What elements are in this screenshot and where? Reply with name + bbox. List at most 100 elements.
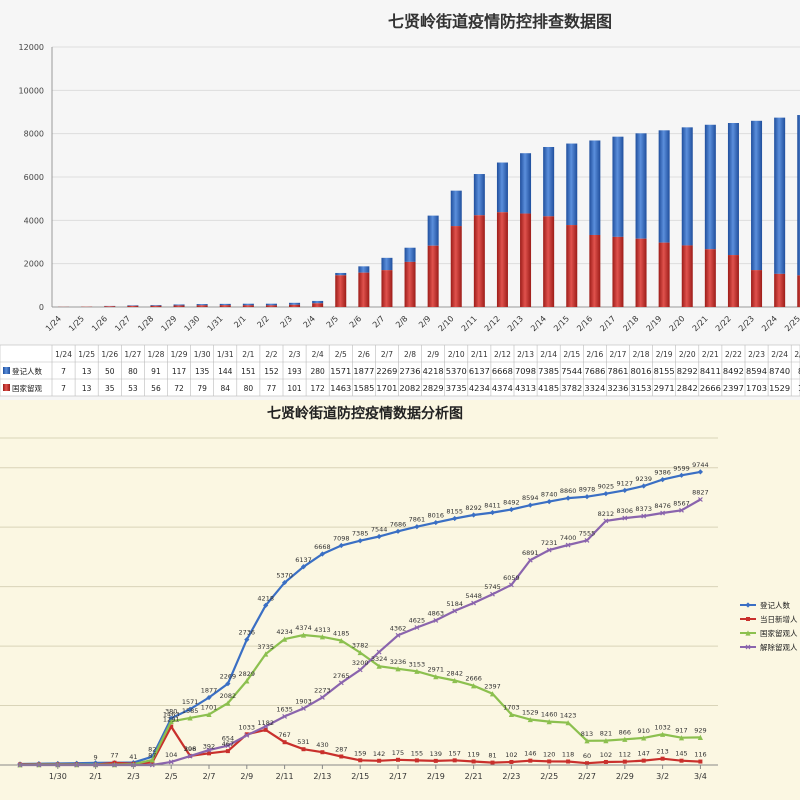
line-data-label: 5370 [276, 572, 293, 580]
legend-label: 登记人数 [760, 600, 790, 610]
data-table-value-cell: 84 [220, 384, 230, 393]
line-data-label: 5745 [484, 583, 501, 591]
line-data-label: 155 [411, 749, 423, 757]
line-data-label: 9025 [598, 483, 615, 491]
data-table-header-cell: 1/28 [148, 350, 165, 359]
line-data-label: 1032 [654, 723, 671, 731]
line-point [697, 497, 703, 502]
bar-quarantine [704, 249, 716, 307]
line-data-label: 6137 [295, 556, 312, 564]
line-data-label: 4234 [276, 628, 293, 636]
bar-registered [704, 124, 716, 250]
line-data-label: 118 [562, 750, 574, 758]
line-point [508, 582, 514, 588]
line-x-tick-label: 2/19 [427, 772, 445, 781]
line-data-label: 2666 [465, 675, 482, 683]
line-data-label: 2273 [314, 686, 331, 694]
line-point [471, 759, 476, 764]
line-data-label: 104 [165, 751, 177, 759]
line-point [527, 716, 533, 723]
line-data-label: 8476 [654, 502, 671, 510]
line-data-label: 8373 [635, 505, 652, 513]
data-table-value-cell: 77 [267, 384, 277, 393]
bar-registered [358, 266, 370, 273]
data-table-value-cell: 4234 [469, 384, 490, 393]
line-data-label: 8740 [541, 491, 558, 499]
data-table-value-cell: 1703 [746, 384, 767, 393]
line-point [301, 706, 306, 711]
line-x-tick-label: 2/7 [203, 772, 216, 781]
line-point [641, 735, 647, 741]
line-data-label: 8931 [711, 0, 728, 2]
data-table-header-cell: 2/15 [563, 350, 580, 359]
data-table-value-cell: 13 [82, 367, 92, 376]
line-point [746, 617, 750, 621]
line-point [622, 736, 628, 742]
line-data-label: 1460 [541, 711, 558, 719]
line-x-tick-label: 2/1 [89, 772, 102, 781]
data-table-value-cell: 4185 [538, 384, 559, 393]
line-data-label: 1703 [503, 703, 520, 711]
bar-registered [404, 247, 416, 262]
data-table-value-cell: 3782 [561, 384, 582, 393]
line-point [622, 759, 627, 764]
bar-quarantine [612, 236, 624, 307]
line-data-label: 813 [581, 730, 593, 738]
data-table-header-cell: 2/21 [702, 350, 719, 359]
line-data-label: 910 [637, 727, 649, 735]
bar-chart-title: 七贤岭街道疫情防控排查数据图 [388, 12, 612, 31]
line-data-label: 4185 [333, 630, 350, 638]
data-table-value-cell: 2736 [400, 367, 421, 376]
line-data-label: 6059 [503, 574, 520, 582]
line-data-label: 4625 [409, 617, 426, 625]
line-point [679, 758, 684, 763]
line-point [660, 477, 666, 483]
bar-registered [150, 305, 162, 306]
line-data-label: 142 [373, 750, 385, 758]
data-table-value-cell: 4374 [492, 384, 513, 393]
data-table-value-cell: 6668 [492, 367, 513, 376]
line-chart-data-labels: 8238015711877226927364218537061376668709… [94, 0, 728, 762]
data-table-header-cell: 2/11 [471, 350, 488, 359]
line-data-label: 82 [148, 746, 156, 754]
line-point [528, 758, 533, 763]
data-table-header-cell: 2/16 [586, 350, 603, 359]
line-data-label: 102 [600, 751, 612, 759]
line-point [452, 608, 458, 614]
line-point [187, 715, 193, 721]
bar-chart-bars [58, 115, 800, 307]
line-point [660, 510, 666, 516]
data-table-value-cell: 1529 [769, 384, 790, 393]
line-point [584, 738, 590, 744]
line-data-label: 213 [656, 748, 668, 756]
data-table-header-cell: 2/20 [679, 350, 696, 359]
line-point [168, 715, 174, 721]
bar-chart-panel: 七贤岭街道疫情防控排查数据图 0 2000 4000 6000 8000 10000 120… [0, 12, 800, 397]
line-data-label: 8155 [446, 508, 463, 516]
line-point [745, 630, 751, 636]
bar-quarantine [427, 245, 439, 307]
line-data-label: 145 [675, 750, 687, 758]
line-point [206, 694, 212, 701]
line-data-label: 1585 [182, 707, 199, 715]
bar-y-tick-label: 10000 [19, 86, 44, 95]
line-point [376, 533, 382, 540]
line-point [376, 649, 382, 655]
line-point [471, 512, 477, 518]
data-table-value-cell: 3153 [631, 384, 652, 393]
data-table-row-label: 登记人数 [12, 366, 42, 376]
data-table-value-cell: 8411 [700, 367, 721, 376]
data-table-value-cell: 80 [128, 367, 138, 376]
line-data-label: 3236 [390, 658, 407, 666]
data-table-value-cell: 14 [798, 384, 800, 393]
data-table-value-cell: 91 [151, 367, 161, 376]
data-table-value-cell: 4218 [423, 367, 444, 376]
line-data-label: 8594 [522, 494, 539, 502]
line-point [244, 678, 250, 684]
data-table-value-cell: 56 [151, 384, 161, 393]
data-table-value-cell: 2829 [423, 384, 444, 393]
bar-quarantine [450, 226, 462, 307]
data-table-value-cell: 2269 [376, 367, 397, 376]
line-point [603, 759, 608, 764]
bar-quarantine [473, 215, 485, 307]
